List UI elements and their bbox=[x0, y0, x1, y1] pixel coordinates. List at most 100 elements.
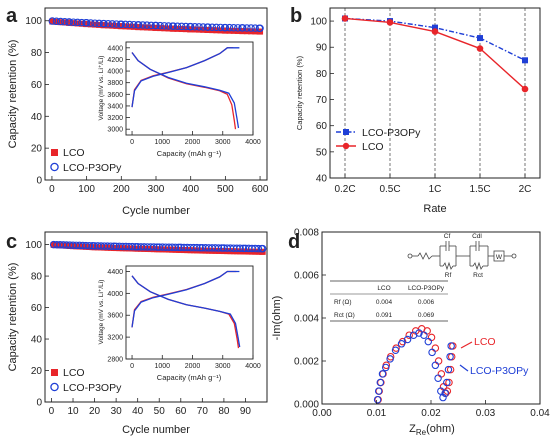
panel-b-ytick-label: 50 bbox=[316, 147, 328, 158]
panel-c-inset-ytick-label: 3200 bbox=[107, 335, 123, 342]
lco-p3opy-point bbox=[234, 24, 242, 32]
inset-curve-p3opy bbox=[131, 275, 241, 348]
panel-c-xtick-label: 10 bbox=[67, 406, 79, 417]
lco-p3opy-point bbox=[173, 22, 182, 31]
lco-point bbox=[122, 23, 129, 30]
panel-b: b 0.2C 0.5C 1C 1.5C 2C 40 50 60 70 80 90 100 Rate C… bbox=[290, 5, 541, 215]
panel-d-xlabel: ZRe(ohm) bbox=[409, 423, 455, 437]
lco-p3opy-point bbox=[239, 244, 248, 253]
lco-point bbox=[434, 357, 443, 365]
panel-c-xtick-label: 50 bbox=[154, 406, 166, 417]
panel-c-xtick-label: 40 bbox=[132, 406, 144, 417]
lco-point bbox=[91, 21, 98, 28]
panel-c-inset-ylabel: Voltage (mV vs. Li⁺/Li) bbox=[98, 280, 105, 345]
panel-b-ytick-label: 60 bbox=[316, 121, 328, 132]
lco-point bbox=[143, 24, 150, 31]
series-point-p3opy bbox=[432, 24, 438, 31]
panel-b-label: b bbox=[290, 5, 302, 27]
lco-p3opy-point bbox=[415, 329, 423, 337]
lco-p3opy-point bbox=[373, 395, 382, 404]
panel-c-xlabel: Cycle number bbox=[122, 424, 190, 436]
series-point-lco bbox=[386, 19, 394, 26]
panel-b-ytick-label: 90 bbox=[316, 43, 328, 54]
lco-p3opy-point bbox=[191, 22, 199, 31]
panel-a-inset-xtick-label: 1000 bbox=[154, 139, 170, 146]
panel-c-inset-ytick-label: 4400 bbox=[107, 269, 123, 276]
panel-d-xlabel-main: Z bbox=[409, 423, 416, 435]
panel-a-inset-ytick-label: 3800 bbox=[107, 80, 123, 87]
circuit-label-rf: Rf bbox=[445, 272, 452, 279]
lco-p3opy-point bbox=[251, 24, 259, 32]
legend-marker-p3opy bbox=[343, 129, 349, 135]
legend-marker-lco bbox=[51, 149, 58, 156]
lco-p3opy-point bbox=[171, 243, 180, 252]
lco-point bbox=[66, 19, 73, 26]
panel-a-inset-xtick-label: 2000 bbox=[185, 139, 201, 146]
lco-p3opy-point bbox=[69, 18, 78, 26]
legend-marker-p3opy bbox=[50, 382, 59, 392]
panel-a-inset-ytick-label: 3400 bbox=[107, 103, 123, 110]
circuit-terminal bbox=[407, 253, 413, 259]
panel-c-xtick-label: 70 bbox=[197, 406, 209, 417]
lco-p3opy-point bbox=[182, 22, 190, 31]
lco-p3opy-point bbox=[199, 23, 207, 31]
panel-a-inset-xtick-label: 3000 bbox=[215, 139, 231, 146]
lco-point bbox=[161, 25, 168, 32]
legend-marker-p3opy bbox=[50, 162, 59, 172]
panel-d-xtick-label: 0.01 bbox=[367, 408, 387, 419]
series-point-lco bbox=[476, 45, 484, 52]
lco-p3opy-point bbox=[160, 22, 169, 30]
panel-c-inset: 0 1000 2000 3000 4000 2800 3200 3600 4000 4400 Ca… bbox=[98, 265, 261, 382]
panel-a-xtick-label: 600 bbox=[252, 184, 269, 195]
lco-p3opy-point bbox=[193, 243, 201, 252]
lco-p3opy-point bbox=[186, 22, 195, 31]
lco-p3opy-point bbox=[434, 374, 442, 382]
lco-p3opy-point bbox=[443, 378, 451, 387]
lco-point bbox=[181, 247, 188, 254]
panel-c-inset-ytick-label: 3600 bbox=[107, 313, 123, 320]
legend-label-p3opy: LCO-P3OPy bbox=[63, 162, 122, 174]
lco-point bbox=[87, 21, 94, 28]
legend-label-lco: LCO bbox=[362, 141, 384, 153]
panel-a-inset-ytick-label: 3000 bbox=[107, 127, 123, 134]
lco-p3opy-point bbox=[100, 19, 108, 28]
panel-a-inset-xlabel: Capacity (mAh g⁻¹) bbox=[157, 149, 222, 158]
inset-curve-p3opy bbox=[131, 52, 240, 129]
lco-point bbox=[431, 344, 440, 352]
panel-b-xtick-label: 0.2C bbox=[334, 184, 355, 195]
lco-p3opy-point bbox=[391, 346, 400, 354]
equivalent-circuit bbox=[407, 241, 517, 271]
lco-p3opy-point bbox=[446, 352, 454, 361]
panel-a-ytick-label: 80 bbox=[31, 48, 43, 59]
lco-p3opy-point bbox=[374, 387, 383, 395]
lco-point bbox=[49, 18, 56, 25]
table-row-rf-label: Rf (Ω) bbox=[334, 299, 352, 306]
legend-label-lco: LCO bbox=[63, 367, 85, 379]
panel-c-ytick-label: 40 bbox=[31, 335, 43, 346]
panel-c-xtick-label: 0 bbox=[49, 406, 55, 417]
annotation-arrow-lco bbox=[460, 341, 473, 349]
panel-a-inset-xtick-label: 0 bbox=[130, 139, 134, 146]
panel-a-inset: 0 1000 2000 3000 4000 3000 3200 3400 3600 3800 400… bbox=[98, 41, 261, 158]
lco-p3opy-point bbox=[110, 242, 118, 251]
panel-a-ytick-label: 0 bbox=[36, 176, 42, 187]
lco-p3opy-point bbox=[256, 24, 264, 32]
lco-p3opy-point bbox=[61, 18, 69, 26]
series-point-lco bbox=[431, 28, 439, 35]
panel-a-ytick-label: 20 bbox=[31, 144, 43, 155]
table-row-rct-p3opy: 0.069 bbox=[418, 312, 435, 319]
lco-point bbox=[148, 24, 155, 31]
lco-point bbox=[159, 246, 166, 253]
panel-d-ytick-label: 0.008 bbox=[294, 228, 319, 239]
lco-p3opy-point bbox=[104, 20, 112, 28]
lco-point bbox=[96, 21, 103, 28]
lco-p3opy-point bbox=[214, 244, 223, 252]
table-header-p3opy: LCO-P3OPy bbox=[408, 285, 445, 292]
circuit-label-w: W bbox=[496, 254, 503, 261]
legend-label-p3opy: LCO-P3OPy bbox=[63, 382, 122, 394]
panel-c-xtick-label: 60 bbox=[175, 406, 187, 417]
lco-p3opy-point bbox=[221, 23, 230, 32]
lco-p3opy-point bbox=[258, 244, 267, 253]
lco-p3opy-point bbox=[174, 243, 183, 252]
